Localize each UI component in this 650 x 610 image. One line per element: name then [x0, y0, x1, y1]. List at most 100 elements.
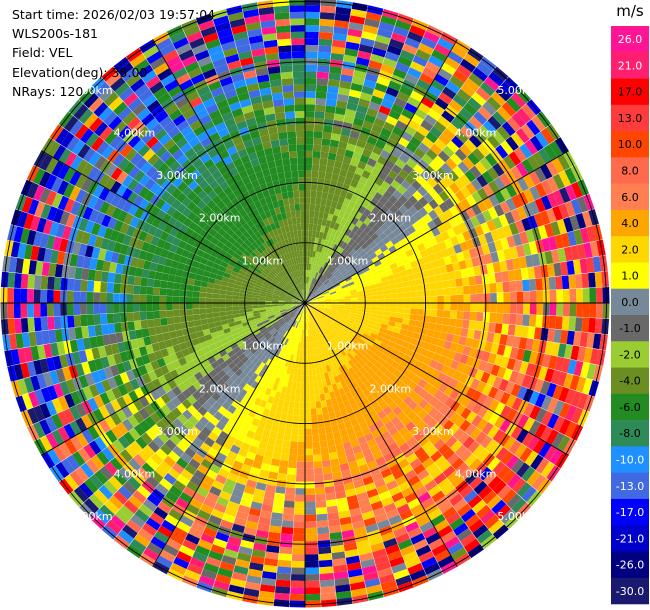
velocity-gate — [318, 299, 325, 302]
velocity-gate — [437, 115, 451, 128]
velocity-gate — [305, 289, 308, 297]
velocity-gate — [556, 219, 568, 235]
velocity-gate — [423, 392, 434, 403]
velocity-gate — [325, 199, 333, 208]
velocity-gate — [420, 96, 435, 109]
velocity-gate — [94, 270, 103, 282]
velocity-gate — [328, 274, 335, 281]
velocity-gate — [573, 259, 582, 275]
velocity-gate — [235, 417, 245, 427]
velocity-gate — [556, 289, 564, 303]
velocity-gate — [444, 197, 455, 210]
velocity-gate — [468, 320, 477, 330]
velocity-gate — [455, 130, 469, 144]
velocity-gate — [392, 189, 403, 200]
velocity-gate — [436, 309, 444, 318]
velocity-gate — [351, 233, 360, 242]
velocity-gate — [338, 141, 348, 150]
velocity-gate — [527, 155, 540, 171]
velocity-gate — [282, 440, 291, 448]
velocity-gate — [390, 307, 398, 313]
velocity-gate — [325, 219, 332, 228]
velocity-gate — [317, 238, 323, 246]
velocity-gate — [20, 273, 29, 289]
velocity-gate — [524, 139, 538, 155]
velocity-gate — [146, 294, 153, 303]
velocity-gate — [364, 18, 380, 28]
velocity-gate — [296, 321, 300, 329]
velocity-gate — [367, 280, 376, 286]
velocity-gate — [73, 279, 82, 292]
velocity-gate — [246, 378, 255, 387]
velocity-gate — [192, 291, 200, 298]
velocity-gate — [356, 139, 367, 149]
velocity-gate — [513, 147, 527, 163]
velocity-gate — [205, 297, 213, 303]
velocity-gate — [450, 440, 463, 453]
velocity-gate — [323, 329, 329, 337]
velocity-gate — [551, 342, 560, 357]
velocity-gate — [364, 299, 372, 303]
velocity-gate — [417, 217, 428, 228]
velocity-gate — [594, 318, 603, 334]
velocity-gate — [427, 108, 441, 121]
velocity-gate — [347, 383, 355, 392]
velocity-gate — [106, 313, 115, 324]
velocity-gate — [331, 347, 338, 355]
velocity-gate — [338, 232, 345, 240]
velocity-gate — [375, 395, 385, 405]
velocity-gate — [403, 291, 411, 298]
velocity-gate — [305, 250, 308, 257]
velocity-gate — [484, 253, 493, 265]
velocity-gate — [314, 311, 321, 317]
velocity-gate — [119, 283, 128, 294]
velocity-gate — [305, 481, 315, 489]
velocity-gate — [507, 269, 516, 282]
velocity-gate — [311, 164, 320, 172]
velocity-gate — [268, 531, 281, 541]
velocity-gate — [447, 423, 460, 436]
velocity-gate — [341, 356, 348, 365]
velocity-gate — [322, 311, 330, 315]
velocity-gate — [320, 314, 327, 320]
velocity-gate — [305, 223, 310, 231]
velocity-gate — [385, 544, 400, 555]
velocity-gate — [373, 117, 386, 128]
velocity-gate — [334, 367, 342, 376]
velocity-gate — [347, 331, 355, 338]
velocity-gate — [316, 354, 321, 362]
velocity-gate — [340, 523, 354, 532]
velocity-gate — [371, 123, 383, 134]
velocity-gate — [463, 53, 480, 68]
velocity-gate — [280, 351, 287, 359]
velocity-gate — [485, 439, 498, 453]
velocity-gate — [472, 147, 485, 162]
velocity-gate — [313, 217, 319, 225]
velocity-gate — [330, 266, 336, 274]
velocity-gate — [315, 104, 326, 113]
velocity-gate — [205, 308, 213, 314]
velocity-gate — [417, 469, 430, 481]
velocity-gate — [365, 11, 382, 22]
velocity-gate — [342, 414, 351, 423]
velocity-gate — [455, 403, 467, 416]
velocity-gate — [319, 315, 326, 321]
velocity-gate — [197, 509, 211, 521]
velocity-gate — [424, 262, 433, 271]
velocity-gate — [422, 341, 431, 351]
velocity-gate — [353, 394, 362, 404]
velocity-gate — [293, 521, 305, 529]
velocity-gate — [381, 338, 390, 345]
velocity-gate — [582, 303, 590, 318]
velocity-gate — [308, 308, 313, 315]
velocity-gate — [471, 92, 487, 106]
velocity-gate — [397, 297, 405, 303]
velocity-gate — [316, 407, 323, 415]
velocity-gate — [426, 350, 435, 360]
velocity-gate — [367, 438, 378, 449]
velocity-gate — [349, 89, 362, 99]
velocity-gate — [442, 448, 455, 461]
velocity-gate — [312, 447, 321, 456]
velocity-gate — [323, 344, 330, 352]
velocity-gate — [305, 91, 316, 99]
